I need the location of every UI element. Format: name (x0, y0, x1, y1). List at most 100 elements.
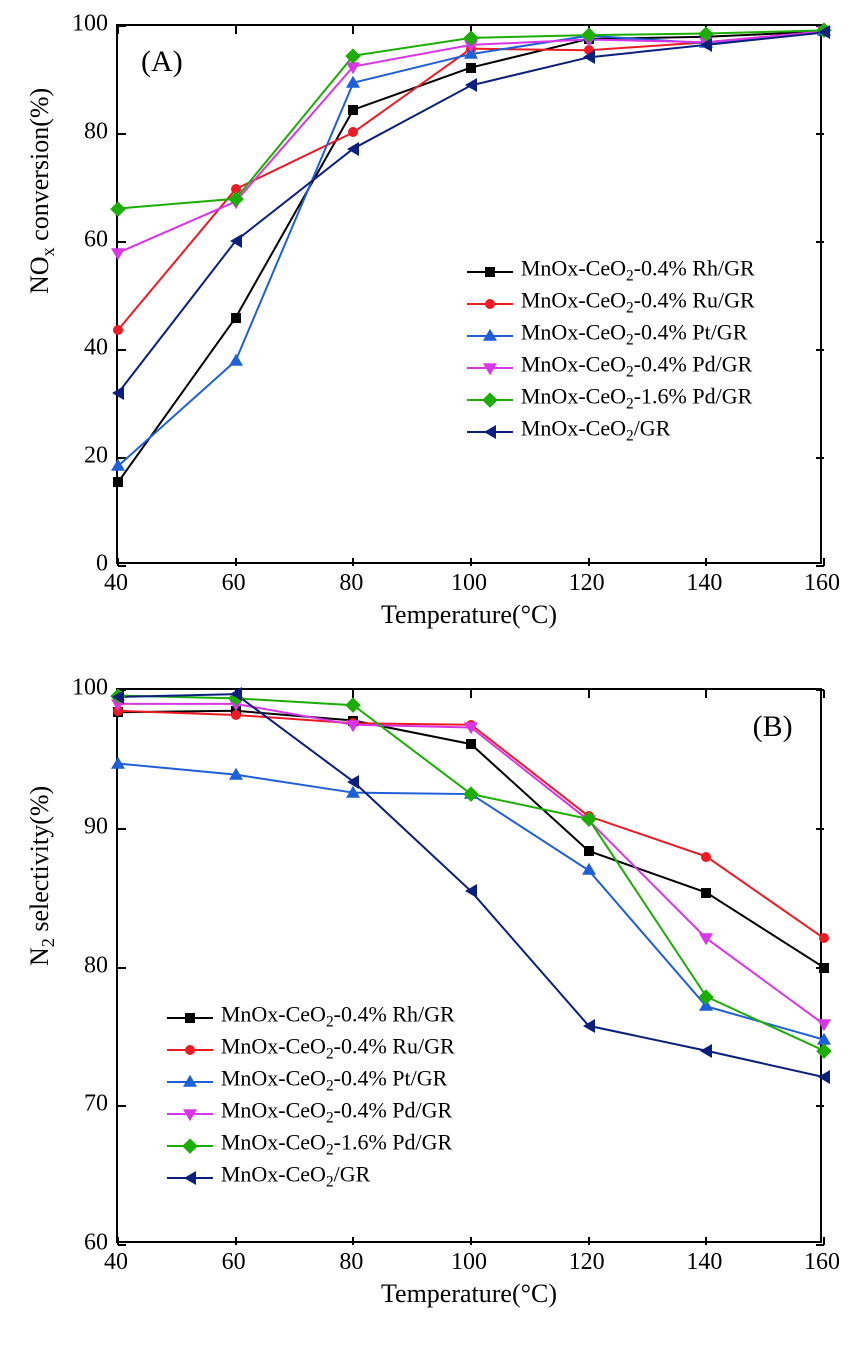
y-tick-label: 20 (84, 443, 108, 470)
series-marker-Rh (231, 313, 241, 323)
x-tick-label: 160 (804, 1249, 840, 1276)
legend-marker-icon (185, 1013, 195, 1023)
legend: MnOx-CeO2-0.4% Rh/GRMnOx-CeO2-0.4% Ru/GR… (455, 256, 835, 454)
series-marker-GR (112, 690, 124, 704)
y-tick-label: 80 (84, 952, 108, 979)
legend-marker-icon (483, 363, 497, 375)
series-marker-Ru (819, 933, 829, 943)
legend-label: MnOx-CeO2-0.4% Ru/GR (521, 287, 755, 317)
legend-marker-icon (182, 1138, 197, 1153)
series-marker-GR (465, 78, 477, 92)
y-axis-label: NOx conversion(%) (25, 88, 59, 294)
x-tick-label: 160 (804, 570, 840, 597)
series-marker-Pd (346, 720, 360, 732)
series-marker-Rh (701, 888, 711, 898)
legend-marker-icon (485, 267, 495, 277)
y-tick-label: 80 (84, 119, 108, 146)
series-marker-Pd (346, 62, 360, 74)
legend-marker-icon (484, 425, 496, 439)
series-marker-GR (465, 884, 477, 898)
series-marker-Ru (348, 127, 358, 137)
legend-label: MnOx-CeO2-0.4% Ru/GR (221, 1033, 455, 1063)
series-marker-Ru (701, 852, 711, 862)
legend-row: MnOx-CeO2-0.4% Rh/GR (155, 1002, 535, 1028)
legend-marker-icon (482, 393, 497, 408)
x-tick-label: 140 (686, 1249, 722, 1276)
legend-row: MnOx-CeO2-0.4% Ru/GR (155, 1034, 535, 1060)
legend-row: MnOx-CeO2/GR (155, 1162, 535, 1188)
legend-label: MnOx-CeO2-0.4% Pd/GR (521, 351, 752, 381)
y-axis-label: N2 selectivity(%) (25, 785, 59, 965)
legend-label: MnOx-CeO2-0.4% Rh/GR (221, 1001, 455, 1031)
legend-label: MnOx-CeO2-1.6% Pd/GR (521, 383, 752, 413)
y-tick-label: 70 (84, 1091, 108, 1118)
series-marker-Pd (817, 1020, 831, 1032)
legend-marker-icon (183, 1074, 197, 1086)
x-tick-label: 120 (569, 1249, 605, 1276)
series-marker-Pt (229, 354, 243, 366)
x-tick-label: 60 (222, 570, 246, 597)
series-marker-Rh (819, 963, 829, 973)
series-marker-Rh (348, 105, 358, 115)
series-line-Pt (118, 764, 824, 1040)
series-marker-Ru (231, 710, 241, 720)
legend-row: MnOx-CeO2-0.4% Pd/GR (155, 1098, 535, 1124)
y-tick-label: 60 (84, 1230, 108, 1257)
panel-a: 406080100120140160020406080100Temperatur… (20, 6, 844, 646)
legend-marker-icon (185, 1045, 195, 1055)
series-marker-Pd (464, 723, 478, 735)
y-tick-label: 100 (72, 11, 108, 38)
legend-marker-icon (183, 1109, 197, 1121)
legend-row: MnOx-CeO2/GR (455, 416, 835, 442)
series-marker-Pd (111, 248, 125, 260)
legend-row: MnOx-CeO2-1.6% Pd/GR (155, 1130, 535, 1156)
x-tick-label: 60 (222, 1249, 246, 1276)
series-marker-GR (818, 25, 830, 39)
legend-label: MnOx-CeO2-0.4% Pt/GR (521, 319, 748, 349)
series-marker-Rh (584, 846, 594, 856)
legend-label: MnOx-CeO2/GR (521, 415, 671, 445)
series-marker-Rh (466, 739, 476, 749)
x-tick-label: 80 (339, 570, 363, 597)
legend-row: MnOx-CeO2-0.4% Pt/GR (455, 320, 835, 346)
series-marker-GR (230, 234, 242, 248)
x-tick-label: 80 (339, 1249, 363, 1276)
legend-marker-icon (184, 1171, 196, 1185)
series-marker-Rh (466, 63, 476, 73)
y-tick-label: 100 (72, 675, 108, 702)
legend-label: MnOx-CeO2-1.6% Pd/GR (221, 1129, 452, 1159)
series-marker-Pt (229, 767, 243, 779)
series-marker-Ru (113, 325, 123, 335)
series-marker-GR (230, 687, 242, 701)
panel-letter: (B) (753, 710, 793, 744)
legend-row: MnOx-CeO2-0.4% Ru/GR (455, 288, 835, 314)
legend-label: MnOx-CeO2-0.4% Rh/GR (521, 255, 755, 285)
x-tick-label: 120 (569, 570, 605, 597)
y-tick-label: 40 (84, 335, 108, 362)
x-tick-label: 100 (451, 1249, 487, 1276)
legend-label: MnOx-CeO2/GR (221, 1161, 371, 1191)
figure: 406080100120140160020406080100Temperatur… (0, 0, 864, 1348)
legend-label: MnOx-CeO2-0.4% Pt/GR (221, 1065, 448, 1095)
series-marker-Pt (582, 863, 596, 875)
y-tick-label: 60 (84, 227, 108, 254)
legend-marker-icon (485, 299, 495, 309)
series-marker-GR (347, 775, 359, 789)
legend-label: MnOx-CeO2-0.4% Pd/GR (221, 1097, 452, 1127)
legend-marker-icon (483, 329, 497, 341)
panel-b: 40608010012014016060708090100Temperature… (20, 670, 844, 1325)
x-axis-label: Temperature(°C) (381, 1279, 557, 1309)
series-marker-GR (583, 50, 595, 64)
series-marker-Pt (111, 756, 125, 768)
series-marker-Pt (346, 75, 360, 87)
y-tick-label: 90 (84, 813, 108, 840)
series-marker-GR (112, 386, 124, 400)
series-marker-Pd (699, 934, 713, 946)
legend-row: MnOx-CeO2-0.4% Rh/GR (455, 256, 835, 282)
x-tick-label: 140 (686, 570, 722, 597)
series-marker-GR (583, 1019, 595, 1033)
x-tick-label: 100 (451, 570, 487, 597)
legend-row: MnOx-CeO2-1.6% Pd/GR (455, 384, 835, 410)
series-marker-GR (347, 142, 359, 156)
y-tick-label: 0 (96, 551, 108, 578)
